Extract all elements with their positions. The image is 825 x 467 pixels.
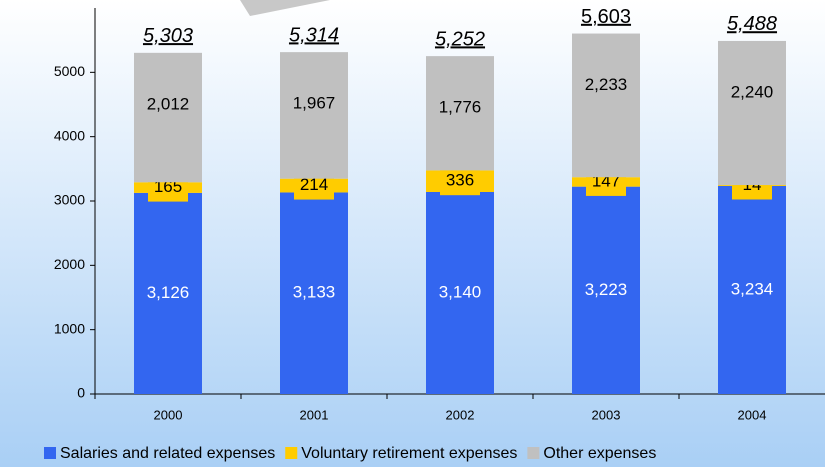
bar-segment (426, 56, 494, 171)
value-label: 1,967 (293, 94, 336, 113)
y-tick-label: 0 (77, 385, 85, 401)
decoration (240, 0, 330, 16)
total-label: 5,488 (727, 13, 777, 35)
bar-segment (134, 192, 202, 394)
value-label: 1,776 (439, 98, 482, 117)
bar-segment (572, 33, 640, 178)
bar-segment (718, 185, 786, 394)
legend-swatch (527, 447, 540, 459)
x-tick-label: 2000 (154, 407, 183, 422)
legend-label: Salaries and related expenses (60, 445, 275, 462)
legend-swatch (44, 447, 56, 459)
legend-swatch (285, 447, 298, 459)
y-tick-label: 2000 (54, 256, 85, 272)
value-label: 214 (300, 175, 328, 194)
value-label: 2,012 (147, 94, 190, 113)
total-label: 5,252 (435, 28, 485, 50)
y-tick-label: 5000 (54, 63, 85, 79)
value-label: 3,140 (439, 282, 482, 301)
value-label: 2,240 (731, 82, 774, 101)
value-label: 3,223 (585, 280, 628, 299)
x-tick-label: 2004 (738, 407, 767, 422)
y-tick-label: 4000 (54, 127, 85, 143)
x-tick-label: 2002 (446, 407, 475, 422)
value-label: 3,133 (293, 283, 336, 302)
bar-segment (134, 52, 202, 183)
legend-label: Other expenses (543, 445, 656, 462)
bar-segment (426, 191, 494, 394)
total-label: 5,314 (289, 24, 339, 46)
legend-label: Voluntary retirement expenses (301, 445, 517, 462)
bar-segment (718, 40, 786, 186)
bar-segment (280, 192, 348, 394)
label-box (440, 167, 480, 196)
total-label: 5,303 (143, 25, 193, 47)
bar-segment (280, 52, 348, 179)
x-tick-label: 2001 (300, 407, 329, 422)
value-label: 3,234 (731, 279, 774, 298)
y-tick-label: 1000 (54, 320, 85, 336)
total-label: 5,603 (581, 6, 631, 28)
y-tick-label: 3000 (54, 192, 85, 208)
value-label: 3,126 (147, 283, 190, 302)
value-label: 2,233 (585, 75, 628, 94)
bar-segment (572, 186, 640, 394)
value-label: 336 (446, 171, 474, 190)
x-tick-label: 2003 (592, 407, 621, 422)
